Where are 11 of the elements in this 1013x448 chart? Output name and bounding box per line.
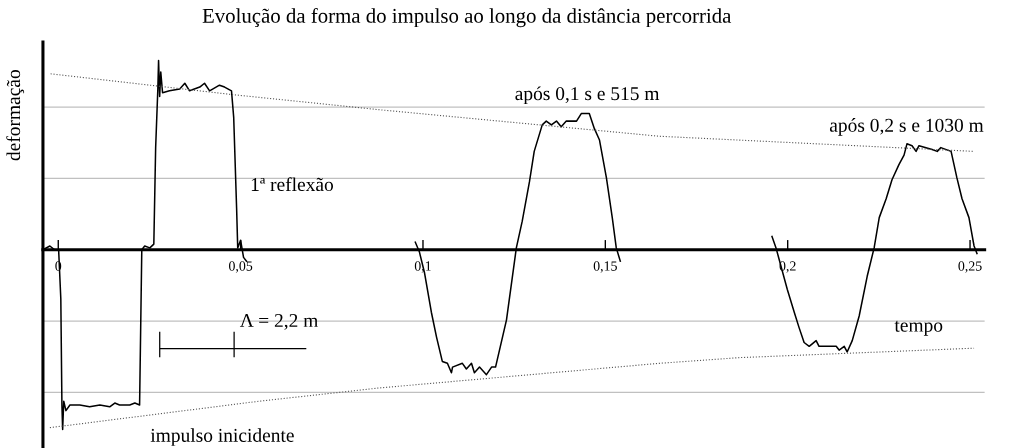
- x-axis-title: tempo: [894, 320, 943, 336]
- annotation: 1ª reflexão: [251, 177, 334, 192]
- chart-title: Evolução da forma do impulso ao longo da distância percorrida: [202, 8, 732, 28]
- annotation: após 0,2 s e 1030 m: [829, 118, 984, 136]
- x-tick-label: 0,05: [229, 261, 253, 273]
- x-tick-label: 0,25: [958, 261, 982, 273]
- annotation: Λ = 2,2 m: [239, 313, 319, 330]
- x-tick-label: 0,15: [593, 261, 617, 273]
- annotation: após 0,1 s e 515 m: [515, 86, 660, 105]
- annotation: impulso inicidente: [150, 428, 294, 446]
- y-axis-title: deformação: [6, 70, 25, 161]
